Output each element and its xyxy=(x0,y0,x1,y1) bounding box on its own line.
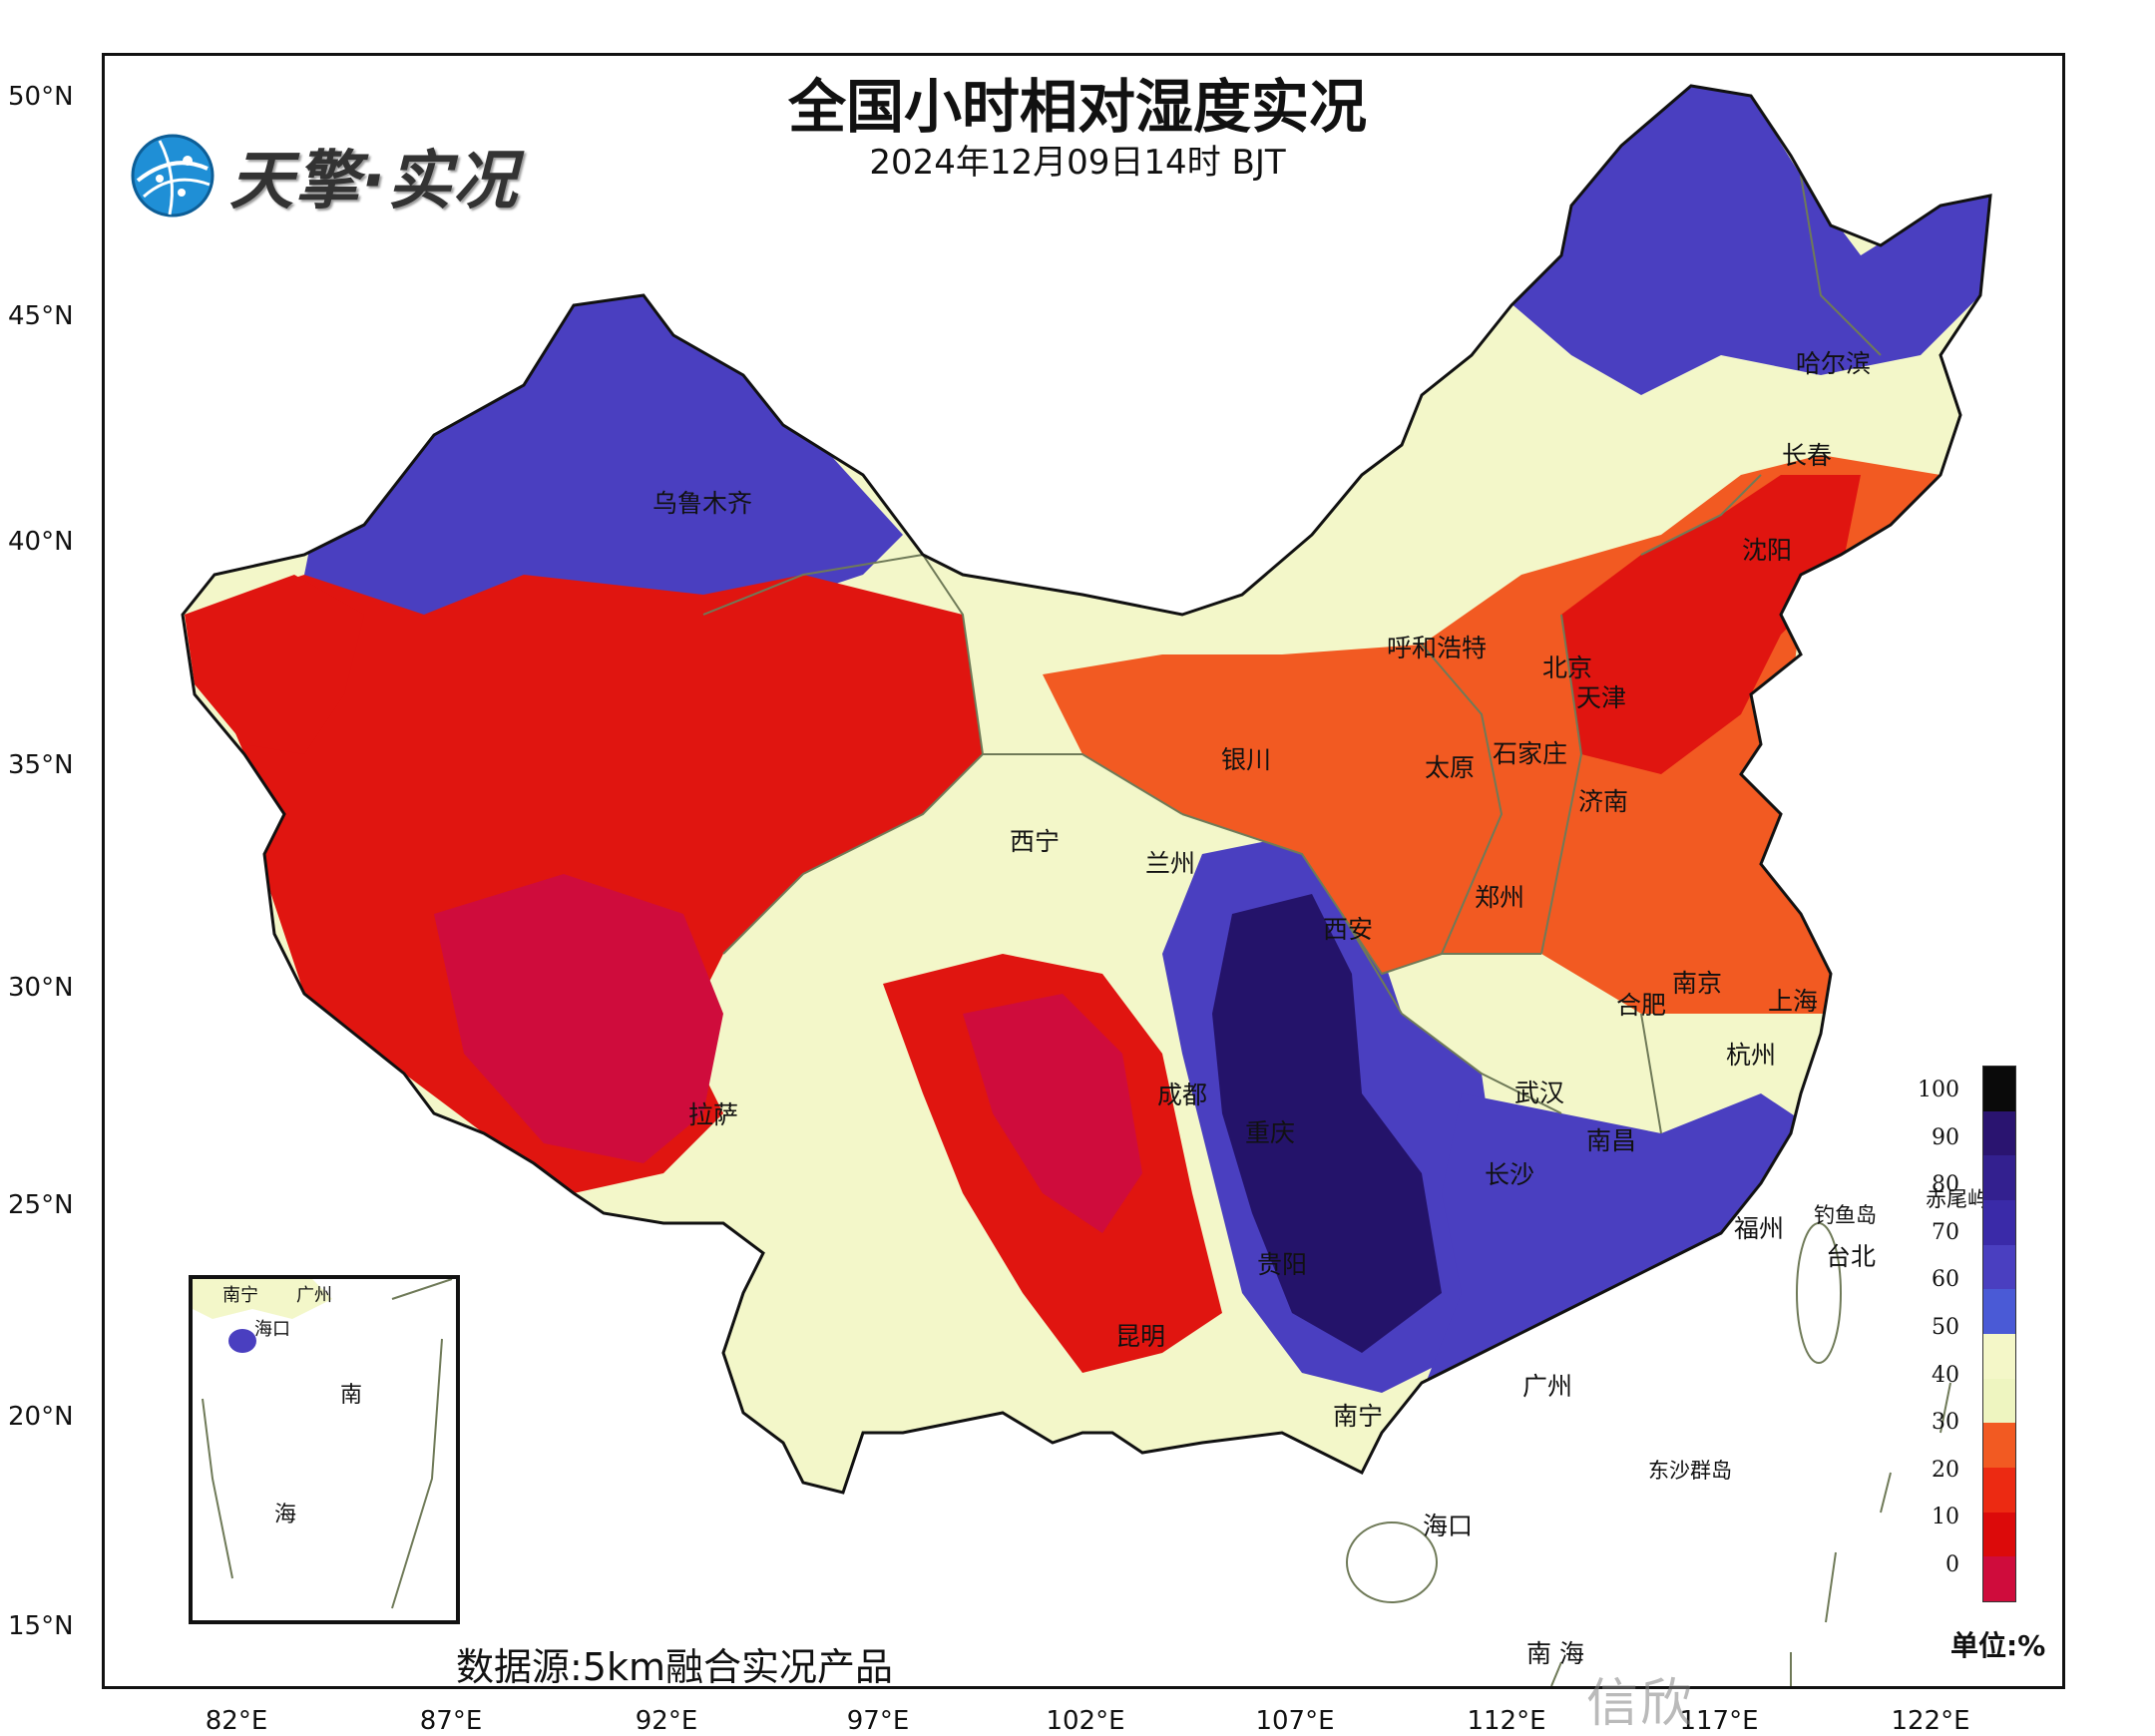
lon-label-122: 122°E xyxy=(1891,1706,1970,1736)
city-shijiazhuang: 石家庄 xyxy=(1493,739,1568,768)
lat-label-40: 40°N xyxy=(8,527,74,557)
lat-label-30: 30°N xyxy=(8,973,74,1003)
city-nanning: 南宁 xyxy=(1333,1402,1384,1431)
brand-name: 天擎·实况 xyxy=(229,145,520,218)
map-frame: 南宁 广州 海口 南 海 xyxy=(102,53,2065,1689)
humidity-map xyxy=(181,84,1992,1686)
legend-segment xyxy=(1983,1110,2015,1156)
legend-tick-label: 60 xyxy=(1932,1267,1959,1293)
city-xining: 西宁 xyxy=(1010,827,1061,856)
city-guangzhou: 广州 xyxy=(1522,1372,1573,1401)
lat-label-50: 50°N xyxy=(8,82,74,112)
city-jinan: 济南 xyxy=(1578,787,1629,816)
city-nanjing: 南京 xyxy=(1672,969,1723,998)
legend-segment xyxy=(1983,1067,2015,1111)
legend-segment xyxy=(1983,1289,2015,1335)
city-taibei: 台北 xyxy=(1826,1242,1877,1271)
city-haikou: 海口 xyxy=(1423,1512,1474,1540)
city-kunming: 昆明 xyxy=(1115,1322,1166,1351)
lon-label-92: 92°E xyxy=(635,1706,698,1736)
inset-label-hai: 海 xyxy=(274,1503,297,1527)
lon-label-82: 82°E xyxy=(205,1706,268,1736)
city-changchun: 长春 xyxy=(1782,441,1833,470)
lat-label-25: 25°N xyxy=(8,1190,74,1220)
lon-label-112: 112°E xyxy=(1467,1706,1546,1736)
lon-label-107: 107°E xyxy=(1255,1706,1335,1736)
legend-segment xyxy=(1983,1512,2015,1557)
legend-tick-label: 20 xyxy=(1932,1457,1959,1483)
city-chiweiyu: 赤尾屿 xyxy=(1926,1187,1988,1211)
globe-logo-icon xyxy=(131,134,215,217)
city-shanghai: 上海 xyxy=(1768,987,1819,1016)
city-changsha: 长沙 xyxy=(1485,1160,1535,1189)
lon-label-97: 97°E xyxy=(846,1706,910,1736)
city-guiyang: 贵阳 xyxy=(1257,1250,1308,1279)
inset-label-nan: 南 xyxy=(340,1383,363,1408)
lat-label-35: 35°N xyxy=(8,750,74,780)
city-lasa: 拉萨 xyxy=(688,1100,739,1129)
city-hangzhou: 杭州 xyxy=(1726,1041,1777,1070)
city-hefei: 合肥 xyxy=(1616,991,1667,1020)
city-lanzhou: 兰州 xyxy=(1145,849,1196,878)
watermark: 信欣 xyxy=(1586,1674,1695,1734)
city-shenyang: 沈阳 xyxy=(1742,536,1793,565)
legend-tick-label: 30 xyxy=(1932,1410,1959,1436)
city-dongsha: 东沙群岛 xyxy=(1648,1459,1732,1483)
label-nanhai: 南 海 xyxy=(1526,1639,1584,1668)
inset-city-guangzhou: 广州 xyxy=(296,1285,332,1306)
province-borders xyxy=(702,175,1882,1134)
legend-segment xyxy=(1983,1468,2015,1513)
lat-label-15: 15°N xyxy=(8,1611,74,1641)
lat-label-45: 45°N xyxy=(8,301,74,331)
legend-unit: 单位:% xyxy=(1950,1629,2046,1662)
city-wuhan: 武汉 xyxy=(1514,1079,1565,1107)
legend-segment xyxy=(1983,1155,2015,1201)
city-diaoyudao: 钓鱼岛 xyxy=(1814,1203,1877,1227)
city-huhehaote: 呼和浩特 xyxy=(1387,634,1488,662)
data-source-note: 数据源:5km融合实况产品 xyxy=(456,1645,894,1689)
lon-label-87: 87°E xyxy=(419,1706,483,1736)
legend-segment xyxy=(1983,1423,2015,1469)
city-xian: 西安 xyxy=(1323,915,1374,944)
legend-segment xyxy=(1983,1334,2015,1379)
south-china-sea-inset: 南宁 广州 海口 南 海 xyxy=(189,1275,460,1624)
city-wulumuqi: 乌鲁木齐 xyxy=(652,489,753,518)
city-yinchuan: 银川 xyxy=(1221,745,1272,774)
city-nanchang: 南昌 xyxy=(1586,1126,1637,1155)
legend-segment xyxy=(1983,1378,2015,1424)
legend-segment xyxy=(1983,1200,2015,1245)
city-chongqing: 重庆 xyxy=(1245,1118,1296,1147)
brand-logo-block: 天擎·实况 xyxy=(130,130,519,221)
sea-boundary-dashes xyxy=(1550,1382,1951,1686)
legend-tick-label: 0 xyxy=(1945,1552,1959,1577)
legend-tick-label: 40 xyxy=(1932,1362,1959,1388)
map-title: 全国小时相对湿度实况 xyxy=(787,73,1367,141)
city-fuzhou: 福州 xyxy=(1734,1214,1785,1243)
city-chengdu: 成都 xyxy=(1157,1081,1208,1109)
lat-label-20: 20°N xyxy=(8,1402,74,1432)
lon-label-117: 117°E xyxy=(1679,1706,1759,1736)
city-tianjin: 天津 xyxy=(1576,683,1627,712)
inset-city-haikou: 海口 xyxy=(254,1319,290,1340)
legend-tick-label: 70 xyxy=(1932,1219,1959,1245)
city-zhengzhou: 郑州 xyxy=(1475,883,1525,912)
city-haerbin: 哈尔滨 xyxy=(1796,349,1872,378)
city-taiyuan: 太原 xyxy=(1425,753,1476,782)
legend-tick-label: 50 xyxy=(1932,1315,1959,1340)
legend-segment xyxy=(1983,1244,2015,1290)
legend-tick-label: 10 xyxy=(1932,1505,1959,1530)
humidity-legend-bar xyxy=(1982,1066,2016,1602)
lon-label-102: 102°E xyxy=(1046,1706,1125,1736)
legend-tick-label: 80 xyxy=(1932,1172,1959,1198)
legend-tick-label: 90 xyxy=(1932,1124,1959,1150)
city-beijing: 北京 xyxy=(1542,653,1593,682)
map-subtitle: 2024年12月09日14时 BJT xyxy=(869,143,1286,183)
legend-tick-label: 100 xyxy=(1918,1078,1959,1102)
inset-city-nanning: 南宁 xyxy=(222,1285,258,1306)
legend-segment xyxy=(1983,1556,2015,1602)
